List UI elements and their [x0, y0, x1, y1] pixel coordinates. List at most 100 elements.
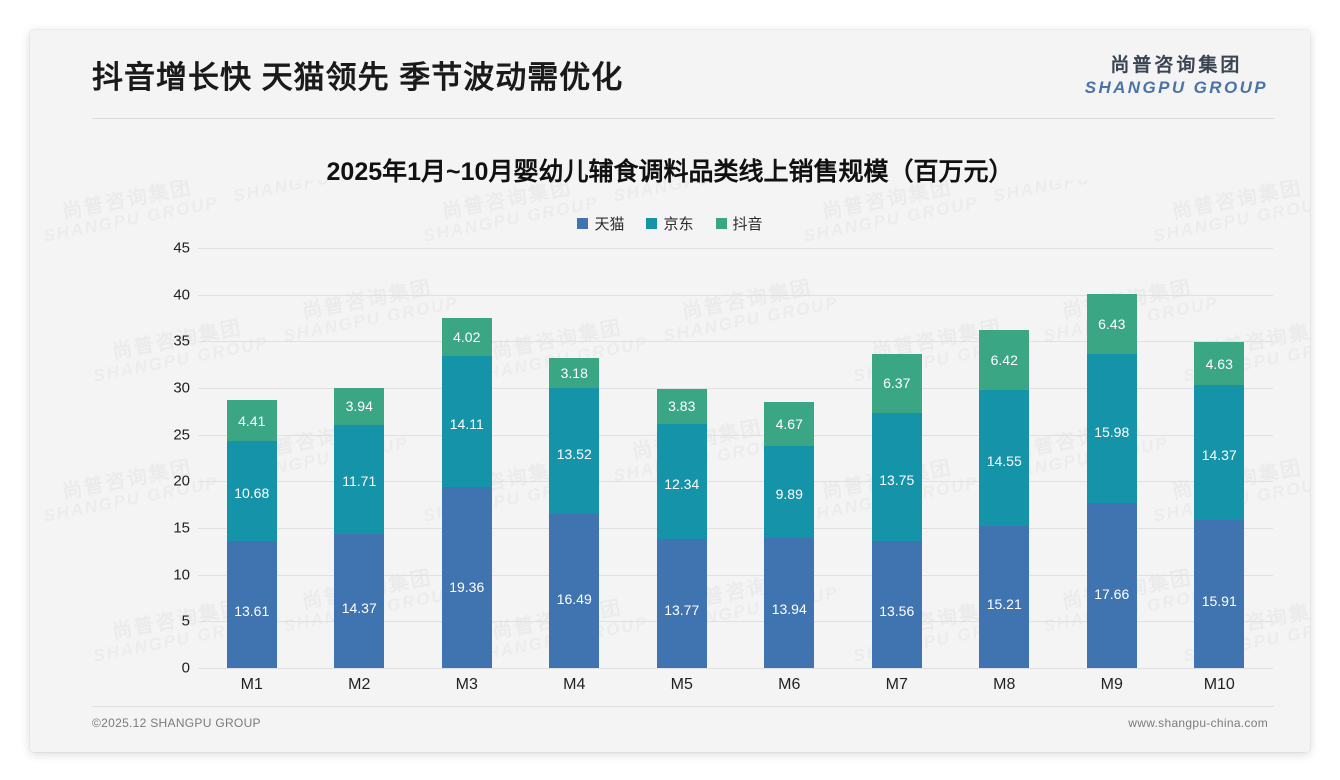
- bar-value-label: 6.43: [1098, 316, 1126, 333]
- bar-segment[interactable]: 15.98: [1086, 354, 1137, 504]
- bar-segment[interactable]: 3.94: [334, 387, 385, 425]
- x-axis-tick-label: M1: [240, 676, 263, 693]
- bar-segment[interactable]: 15.21: [979, 526, 1030, 668]
- x-axis-tick-label: M7: [885, 676, 908, 693]
- bar-value-label: 6.37: [883, 375, 911, 392]
- bar-column[interactable]: 3.18 13.52 16.49: [549, 358, 600, 668]
- x-axis-tick-label: M2: [348, 676, 371, 693]
- bar-column[interactable]: 4.67 9.89 13.94: [764, 402, 815, 668]
- gridline: [198, 621, 1273, 623]
- bar-value-label: 4.02: [453, 328, 481, 345]
- bar-value-label: 4.41: [238, 412, 266, 429]
- bar-segment[interactable]: 13.94: [764, 537, 815, 668]
- bar-segment[interactable]: 13.52: [549, 387, 600, 515]
- y-axis-tick-label: 25: [173, 426, 190, 444]
- bar-segment[interactable]: 14.37: [334, 533, 385, 668]
- footer-divider: [92, 706, 1274, 707]
- gridline: [198, 294, 1273, 296]
- bar-column[interactable]: 4.63 14.37 15.91: [1194, 342, 1245, 668]
- y-axis-tick-label: 5: [181, 612, 190, 630]
- bar-segment[interactable]: 13.56: [871, 541, 922, 668]
- bar-value-label: 13.75: [879, 471, 915, 488]
- y-axis-tick-label: 0: [181, 659, 190, 677]
- logo-english-text: SHANGPU GROUP: [1084, 78, 1268, 97]
- bar-segment[interactable]: 12.34: [656, 424, 707, 540]
- bar-value-label: 3.94: [345, 398, 373, 415]
- bar-segment[interactable]: 4.41: [226, 400, 277, 442]
- bar-segment[interactable]: 13.61: [226, 540, 277, 668]
- legend-item-京东[interactable]: 京东: [646, 213, 694, 234]
- bar-segment[interactable]: 6.43: [1086, 294, 1137, 355]
- legend-item-抖音[interactable]: 抖音: [715, 213, 763, 234]
- bar-segment[interactable]: 3.83: [656, 388, 707, 425]
- y-axis-tick-label: 20: [173, 472, 190, 490]
- legend-item-天猫[interactable]: 天猫: [577, 213, 624, 234]
- bar-value-label: 10.68: [234, 485, 270, 502]
- bar-segment[interactable]: 19.36: [441, 487, 492, 668]
- bar-value-label: 14.37: [1201, 447, 1237, 464]
- bar-segment[interactable]: 14.11: [441, 355, 492, 488]
- bar-segment[interactable]: 10.68: [226, 441, 277, 541]
- bar-value-label: 15.21: [986, 596, 1022, 613]
- bar-segment[interactable]: 17.66: [1086, 503, 1137, 668]
- bar-column[interactable]: 4.41 10.68 13.61: [226, 400, 277, 668]
- legend-swatch-icon: [715, 218, 727, 229]
- bar-value-label: 4.63: [1205, 355, 1233, 372]
- header-divider: [92, 118, 1274, 119]
- bar-value-label: 9.89: [775, 485, 803, 502]
- bar-column[interactable]: 3.94 11.71 14.37: [334, 387, 385, 668]
- logo-chinese-text: 尚普咨询集团: [1110, 55, 1243, 76]
- bar-segment[interactable]: 4.67: [764, 402, 815, 446]
- bar-column[interactable]: 6.43 15.98 17.66: [1086, 294, 1137, 668]
- bar-value-label: 3.83: [668, 398, 696, 415]
- bar-value-label: 11.71: [342, 473, 377, 490]
- bar-segment[interactable]: 13.77: [656, 539, 707, 668]
- bar-segment[interactable]: 11.71: [334, 424, 385, 534]
- y-axis-tick-label: 40: [173, 286, 190, 304]
- x-axis-tick-label: M9: [1100, 676, 1123, 693]
- company-logo: 尚普咨询集团 SHANGPU GROUP: [1085, 56, 1268, 96]
- bar-segment[interactable]: 9.89: [764, 445, 815, 538]
- bar-value-label: 13.56: [879, 603, 915, 620]
- bar-value-label: 13.61: [234, 602, 270, 619]
- chart-legend: 天猫 京东 抖音: [30, 213, 1310, 234]
- bar-segment[interactable]: 3.18: [549, 358, 600, 388]
- gridline: [198, 388, 1273, 389]
- bar-column[interactable]: 4.02 14.11 19.36: [441, 318, 492, 668]
- gridline: [198, 668, 1273, 669]
- y-axis-tick-label: 10: [173, 566, 190, 584]
- bar-value-label: 14.11: [449, 416, 484, 433]
- bar-segment[interactable]: 13.75: [871, 413, 922, 542]
- gridline: [198, 341, 1273, 343]
- chart-title: 2025年1月~10月婴幼儿辅食调料品类线上销售规模（百万元）: [326, 158, 1014, 186]
- bar-value-label: 17.66: [1094, 585, 1130, 602]
- bar-segment[interactable]: 16.49: [549, 514, 600, 668]
- bar-segment[interactable]: 4.63: [1194, 342, 1245, 386]
- x-axis-tick-label: M10: [1203, 676, 1235, 693]
- bar-segment[interactable]: 14.37: [1194, 385, 1245, 520]
- footer-copyright: ©2025.12 SHANGPU GROUP: [92, 716, 261, 730]
- legend-label: 天猫: [594, 216, 625, 233]
- legend-label: 京东: [663, 216, 694, 233]
- x-axis-tick-label: M6: [778, 676, 801, 693]
- footer-website: www.shangpu-china.com: [1128, 716, 1268, 730]
- gridline: [198, 481, 1273, 483]
- bar-segment[interactable]: 15.91: [1194, 519, 1245, 668]
- x-axis-tick-label: M5: [670, 676, 693, 693]
- bar-value-label: 3.18: [560, 365, 588, 382]
- legend-swatch-icon: [646, 218, 658, 229]
- bar-segment[interactable]: 14.55: [979, 390, 1030, 527]
- bar-segment[interactable]: 4.02: [441, 318, 492, 356]
- bar-segment[interactable]: 6.37: [871, 353, 922, 414]
- bar-value-label: 4.67: [775, 415, 803, 432]
- page-title: 抖音增长快 天猫领先 季节波动需优化: [92, 60, 624, 95]
- bar-column[interactable]: 3.83 12.34 13.77: [656, 388, 707, 668]
- bar-value-label: 15.91: [1201, 593, 1237, 610]
- bar-value-label: 13.52: [556, 445, 592, 462]
- bar-value-label: 16.49: [556, 590, 592, 607]
- bar-column[interactable]: 6.42 14.55 15.21: [979, 330, 1030, 668]
- bar-segment[interactable]: 6.42: [979, 330, 1030, 391]
- bar-column[interactable]: 6.37 13.75 13.56: [871, 353, 922, 668]
- bar-value-label: 14.55: [986, 452, 1022, 469]
- x-axis-tick-label: M4: [563, 676, 586, 693]
